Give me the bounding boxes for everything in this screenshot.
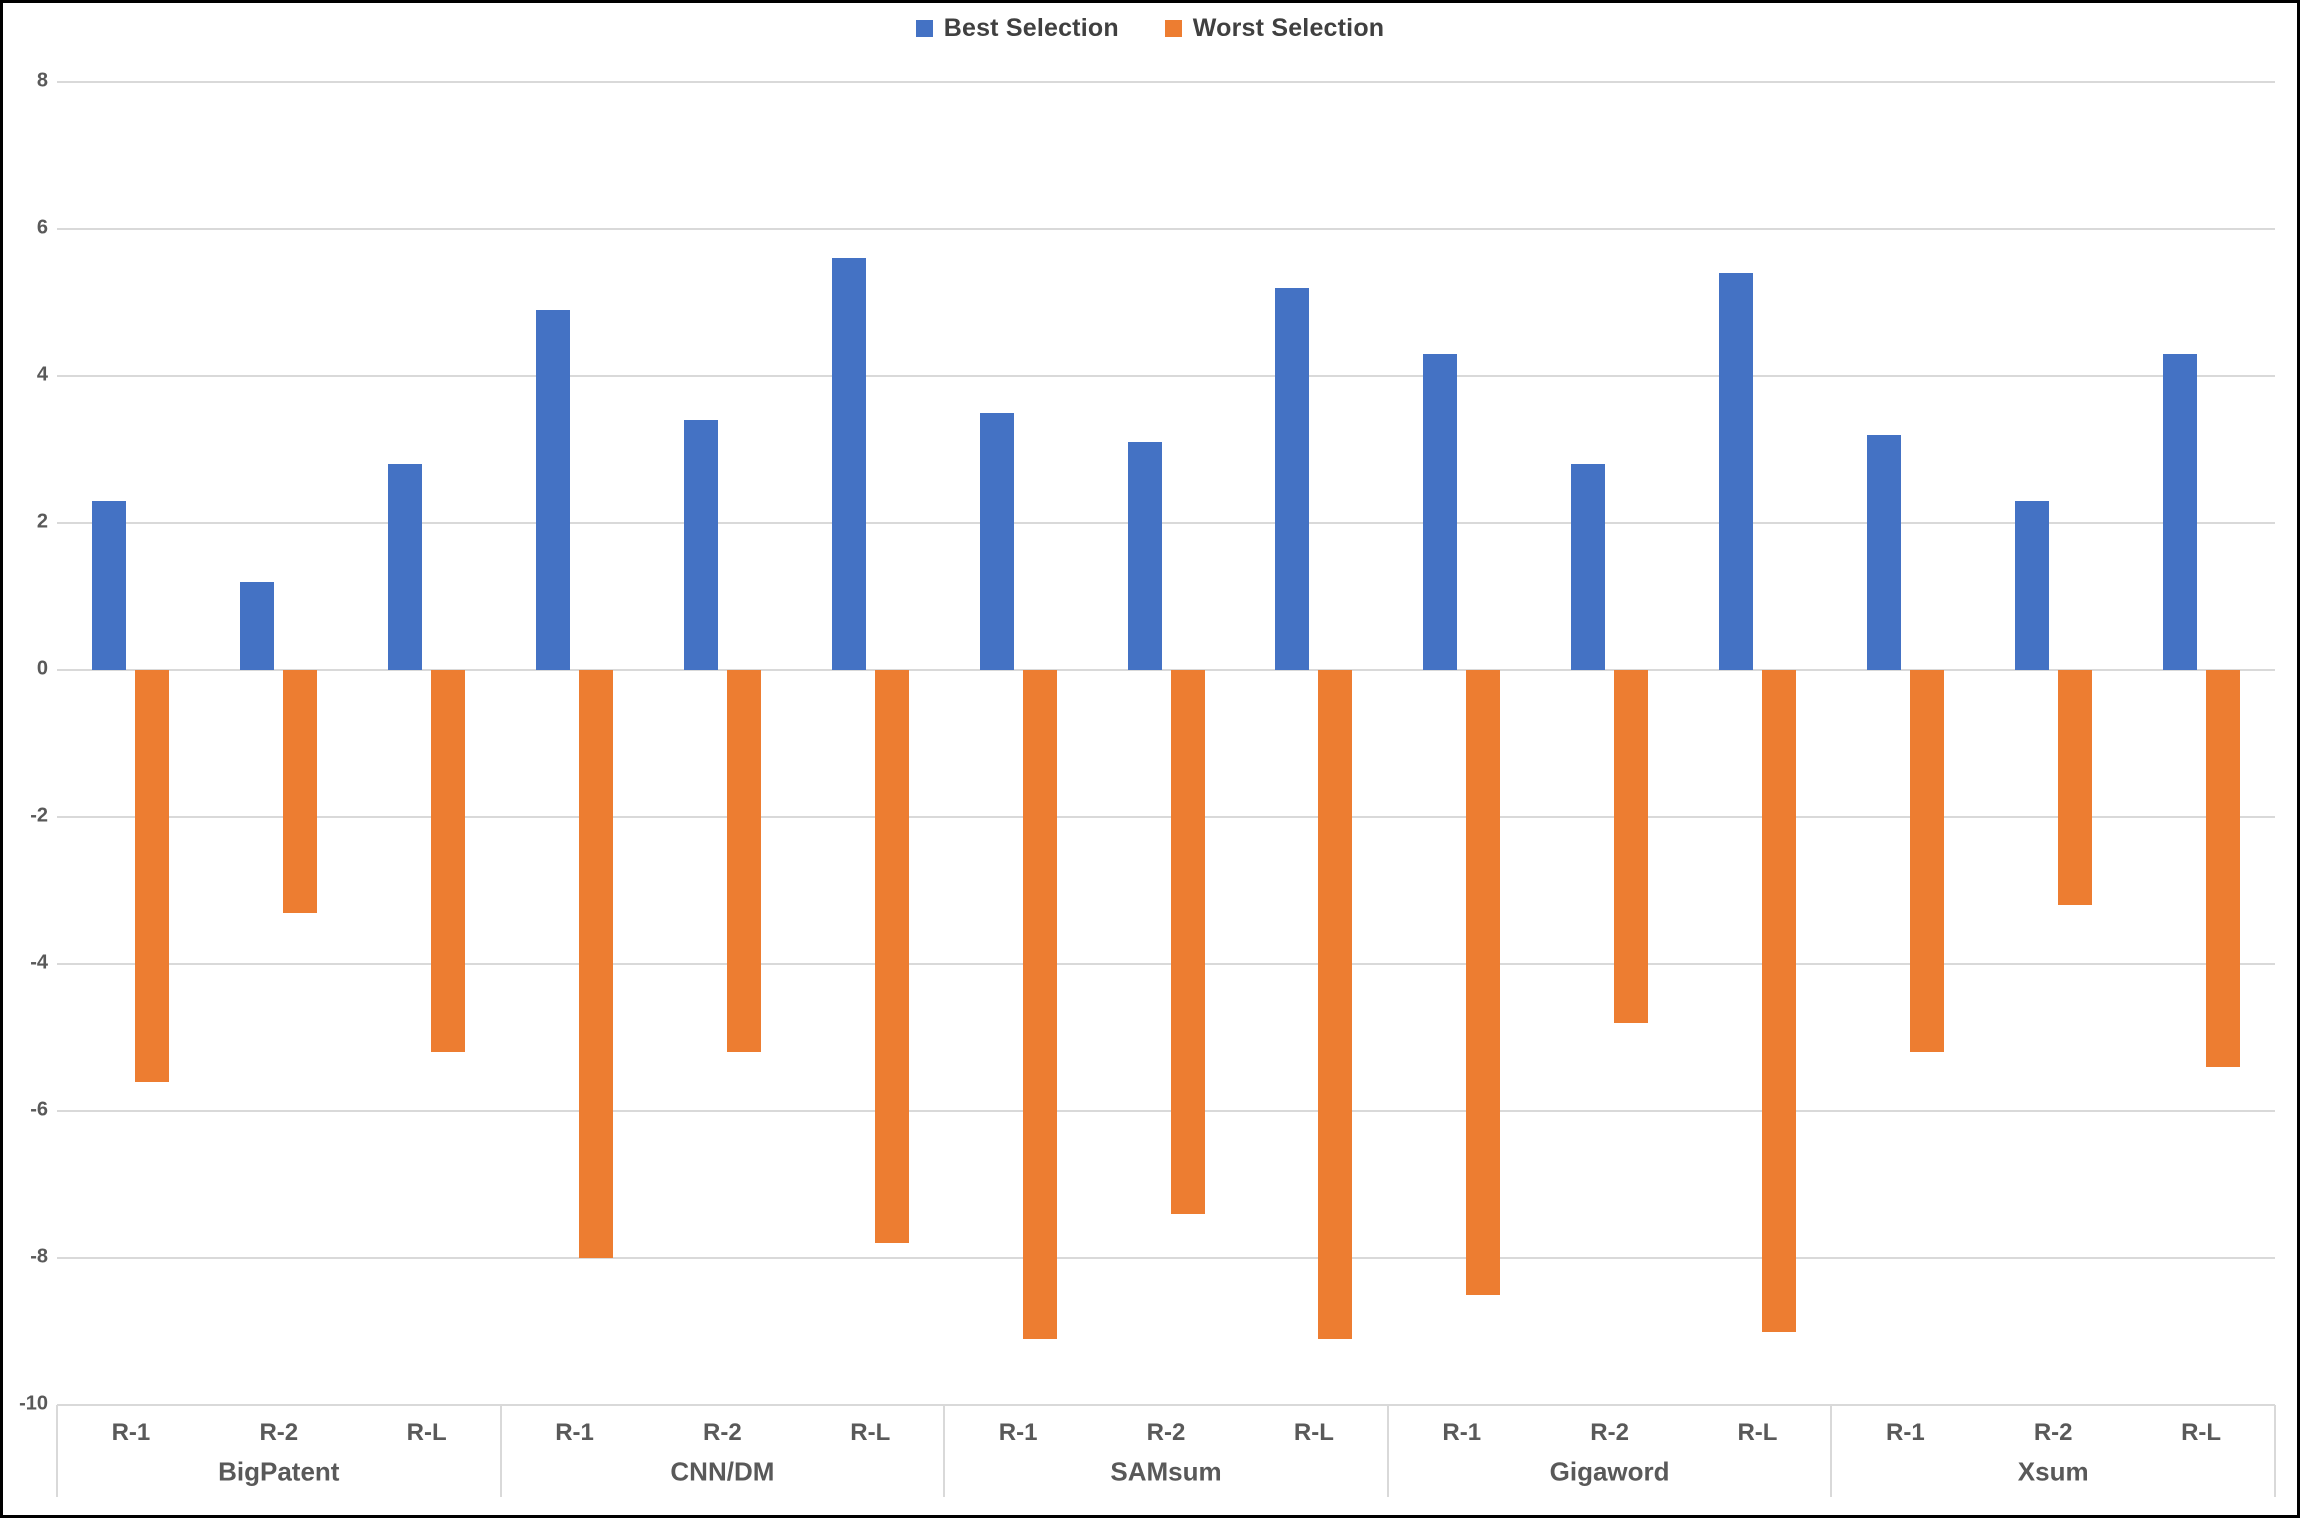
bar-best-xsum-r-1 [1866,434,1901,670]
x-axis-group-separator [1386,1405,1389,1497]
y-axis-tick-label: -8 [30,1245,48,1268]
legend: Best Selection Worst Selection [0,14,2300,43]
x-axis-category-label: R-2 [1590,1419,1629,1446]
plot-area [57,0,2275,1406]
x-axis-category-label: R-1 [1442,1419,1482,1446]
x-axis-group-separator [1830,1405,1833,1497]
x-axis-category-label: R-L [850,1419,891,1446]
gridline-y-4 [57,375,2275,377]
x-axis-group-label: Xsum [2017,1456,2089,1487]
bar-worst-bigpatent-r-1 [135,670,170,1082]
x-axis-group-label: Gigaword [1549,1456,1670,1487]
gridline-y-0 [57,669,2275,671]
bar-worst-bigpatent-r-2 [283,670,318,913]
bar-worst-cnndm-r-1 [579,670,614,1258]
bar-worst-samsum-r-l [1318,670,1353,1339]
bar-best-bigpatent-r-l [388,464,423,670]
gridline-y-2 [57,522,2275,524]
bar-worst-xsum-r-1 [1909,670,1944,1053]
gridline-y--8 [57,1257,2275,1259]
legend-item-worst: Worst Selection [1164,14,1385,43]
x-axis-group-label: CNN/DM [670,1456,775,1487]
y-axis-tick-label: 4 [36,363,48,386]
bar-best-samsum-r-1 [979,412,1014,670]
y-axis-tick-label: -6 [30,1098,48,1121]
x-axis-group-separator [56,1405,58,1497]
legend-item-best: Best Selection [915,14,1119,43]
legend-label-best: Best Selection [943,14,1119,42]
bar-best-cnndm-r-l [831,258,866,670]
gridline-y--4 [57,963,2275,965]
y-axis-tick-label: -10 [19,1392,48,1415]
x-axis-group-separator [499,1405,502,1497]
y-axis-tick-label: 0 [36,657,48,680]
bar-best-gigaword-r-l [1718,273,1753,670]
bar-worst-samsum-r-1 [1022,670,1057,1339]
y-axis-tick-label: 2 [36,510,48,533]
x-axis-category-label: R-L [1737,1419,1778,1446]
gridline-y-6 [57,228,2275,230]
bar-best-gigaword-r-2 [1571,464,1606,670]
bar-worst-cnndm-r-l [874,670,909,1244]
x-axis-category-label: R-2 [259,1419,299,1446]
y-axis-tick-label: 8 [36,69,48,92]
x-axis-group-separator [2274,1405,2276,1497]
bar-best-samsum-r-2 [1127,442,1162,670]
bar-worst-samsum-r-2 [1170,670,1205,1214]
bar-worst-bigpatent-r-l [431,670,466,1053]
best-selection-swatch-icon [915,20,933,37]
y-axis-tick-label: -2 [30,804,48,827]
bar-best-gigaword-r-1 [1423,353,1458,670]
x-axis-category-label: R-1 [555,1419,594,1446]
bar-best-xsum-r-l [2162,353,2197,670]
x-axis-category-label: R-2 [1146,1419,1186,1446]
x-axis-category-label: R-2 [703,1419,742,1446]
gridline-y-8 [57,81,2275,83]
y-axis-tick-label: 6 [36,216,48,239]
x-axis-category-label: R-1 [111,1419,151,1446]
x-axis-category-label: R-2 [2033,1419,2073,1446]
bar-worst-xsum-r-l [2205,670,2240,1067]
gridline-y--6 [57,1110,2275,1112]
bar-best-samsum-r-l [1275,287,1310,670]
x-axis-category-label: R-1 [998,1419,1038,1446]
x-axis-category-label: R-L [1293,1419,1334,1446]
y-axis-tick-label: -4 [30,951,48,974]
bar-best-cnndm-r-1 [536,309,571,670]
bar-worst-cnndm-r-2 [726,670,761,1053]
legend-label-worst: Worst Selection [1192,14,1385,42]
bar-worst-gigaword-r-l [1761,670,1796,1332]
gridline-y--2 [57,816,2275,818]
bar-worst-gigaword-r-1 [1466,670,1501,1295]
bar-best-bigpatent-r-1 [92,500,127,670]
bar-best-bigpatent-r-2 [240,581,275,670]
x-axis-group-label: SAMsum [1110,1456,1222,1487]
bar-best-cnndm-r-2 [683,420,718,670]
worst-selection-swatch-icon [1164,20,1182,37]
x-axis-group-label: BigPatent [218,1456,340,1487]
x-axis-category-label: R-1 [1885,1419,1925,1446]
x-axis-category-label: R-L [406,1419,447,1446]
gridline-y--10 [57,1404,2275,1406]
bar-worst-gigaword-r-2 [1614,670,1649,1023]
bar-worst-xsum-r-2 [2057,670,2092,906]
bar-best-xsum-r-2 [2014,500,2049,670]
x-axis-group-separator [943,1405,946,1497]
x-axis-category-label: R-L [2181,1419,2222,1446]
